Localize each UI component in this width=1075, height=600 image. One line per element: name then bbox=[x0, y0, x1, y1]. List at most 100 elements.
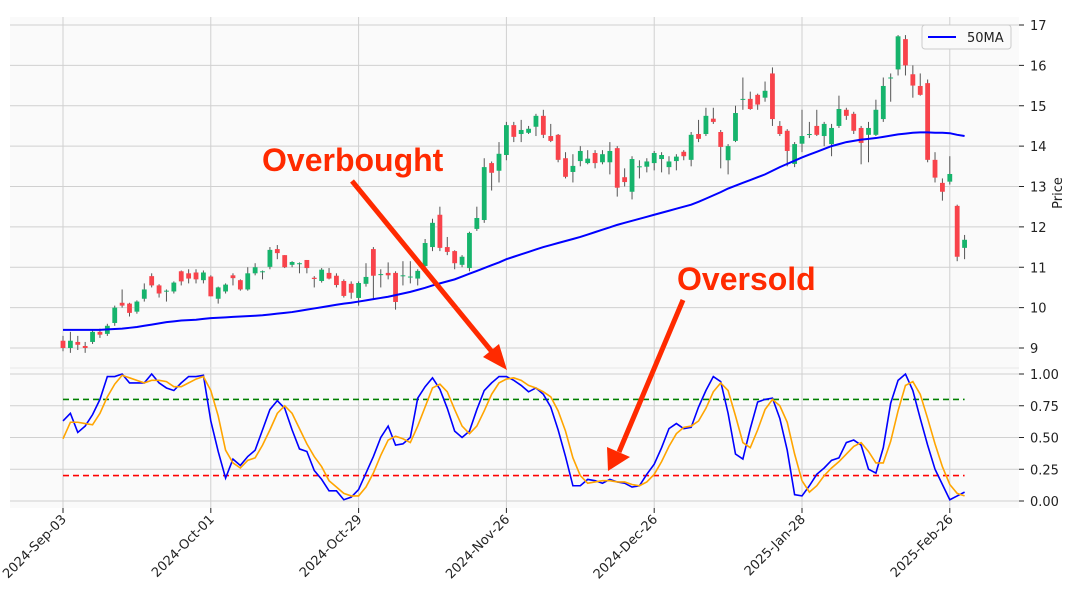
oversold-annotation: Oversold bbox=[607, 261, 816, 471]
candle-up bbox=[164, 290, 169, 292]
candle-up bbox=[880, 85, 886, 120]
candle-up bbox=[356, 282, 361, 298]
price-axis-label: Price bbox=[1051, 177, 1066, 209]
price-tick-label: 14 bbox=[1030, 140, 1047, 155]
candle-down bbox=[563, 158, 568, 177]
candle-up bbox=[504, 125, 509, 156]
candle-up bbox=[407, 276, 413, 278]
price-tick-label: 16 bbox=[1030, 59, 1047, 74]
candle-up bbox=[134, 301, 140, 312]
legend-label-50ma: 50MA bbox=[967, 31, 1004, 46]
candle-up bbox=[267, 249, 273, 267]
candle-down bbox=[548, 136, 554, 141]
candle-down bbox=[696, 134, 701, 139]
candle-up bbox=[245, 273, 251, 290]
candle-up bbox=[637, 166, 642, 168]
date-tick-label: 2024-Sep-03 bbox=[0, 512, 70, 582]
legend-box bbox=[921, 24, 1012, 50]
candle-down bbox=[954, 205, 960, 257]
candle-down bbox=[592, 152, 598, 164]
price-tick-label: 13 bbox=[1030, 181, 1047, 196]
candle-down bbox=[348, 283, 354, 293]
candle-up bbox=[688, 134, 694, 160]
stochastic-tick-label: 0.00 bbox=[1030, 495, 1059, 510]
candle-down bbox=[511, 125, 517, 137]
date-tick-label: 2025-Jan-28 bbox=[742, 512, 809, 579]
candle-up bbox=[526, 128, 531, 133]
candle-up bbox=[400, 275, 406, 277]
candle-down bbox=[540, 115, 546, 135]
candle-down bbox=[237, 280, 243, 290]
stochastic-tick-label: 0.50 bbox=[1030, 432, 1059, 447]
ma50-line-group bbox=[63, 131, 965, 331]
candle-down bbox=[770, 73, 775, 120]
oversold-arrow-head bbox=[607, 447, 630, 471]
candle-down bbox=[149, 276, 155, 286]
candle-down bbox=[858, 127, 864, 143]
candle-down bbox=[230, 275, 236, 279]
candle-up bbox=[762, 90, 768, 98]
candle-up bbox=[171, 282, 177, 292]
candle-up bbox=[740, 98, 746, 100]
candle-up bbox=[836, 108, 842, 126]
candle-up bbox=[659, 155, 664, 160]
candle-down bbox=[747, 98, 753, 109]
candle-up bbox=[666, 161, 672, 168]
date-tick-label: 2024-Oct-01 bbox=[149, 512, 217, 580]
candle-down bbox=[452, 251, 458, 264]
stochastic-tick-label: 0.75 bbox=[1030, 400, 1059, 415]
overbought-label: Overbought bbox=[262, 142, 444, 178]
candle-up bbox=[629, 159, 635, 192]
candle-up bbox=[112, 307, 118, 323]
candlesticks bbox=[60, 35, 967, 353]
candle-down bbox=[784, 130, 790, 151]
candle-up bbox=[585, 158, 591, 164]
candle-up bbox=[821, 123, 827, 137]
candle-down bbox=[437, 214, 443, 248]
candle-down bbox=[851, 113, 857, 131]
candle-up bbox=[703, 115, 709, 135]
candle-up bbox=[873, 109, 879, 135]
candle-down bbox=[489, 163, 495, 173]
date-tick-label: 2024-Nov-26 bbox=[443, 512, 513, 582]
candle-down bbox=[385, 272, 391, 276]
price-panel-background bbox=[10, 17, 1019, 368]
candle-up bbox=[260, 271, 265, 273]
candle-up bbox=[866, 127, 871, 135]
candle-down bbox=[622, 177, 628, 183]
candle-down bbox=[755, 94, 761, 105]
candle-up bbox=[201, 272, 206, 281]
price-tick-label: 17 bbox=[1030, 19, 1047, 34]
candle-up bbox=[467, 232, 472, 269]
candle-up bbox=[673, 156, 679, 162]
candle-up bbox=[481, 167, 487, 221]
candle-up bbox=[962, 239, 967, 248]
oversold-arrow-shaft bbox=[616, 299, 686, 453]
candle-up bbox=[252, 267, 258, 274]
candle-down bbox=[681, 151, 687, 157]
candle-down bbox=[814, 125, 820, 135]
candle-up bbox=[806, 134, 812, 136]
candle-up bbox=[829, 127, 834, 145]
candle-down bbox=[444, 247, 450, 252]
candle-down bbox=[341, 280, 347, 296]
stochastic-tick-label: 0.25 bbox=[1030, 463, 1059, 478]
candle-down bbox=[274, 249, 280, 254]
candle-up bbox=[895, 36, 901, 70]
candle-down bbox=[925, 83, 931, 160]
stochastic-lines bbox=[62, 372, 965, 501]
candle-up bbox=[577, 150, 583, 162]
candle-down bbox=[710, 118, 716, 122]
oversold-label: Oversold bbox=[677, 261, 816, 297]
gridlines bbox=[10, 17, 1019, 508]
candle-up bbox=[725, 146, 731, 161]
candle-down bbox=[393, 272, 398, 302]
candle-up bbox=[947, 173, 953, 182]
date-tick-label: 2024-Oct-29 bbox=[297, 512, 365, 580]
overbought-arrow-head bbox=[483, 344, 507, 370]
candle-up bbox=[600, 154, 605, 163]
candle-up bbox=[297, 263, 302, 265]
candle-up bbox=[415, 270, 421, 279]
candle-up bbox=[518, 129, 524, 135]
